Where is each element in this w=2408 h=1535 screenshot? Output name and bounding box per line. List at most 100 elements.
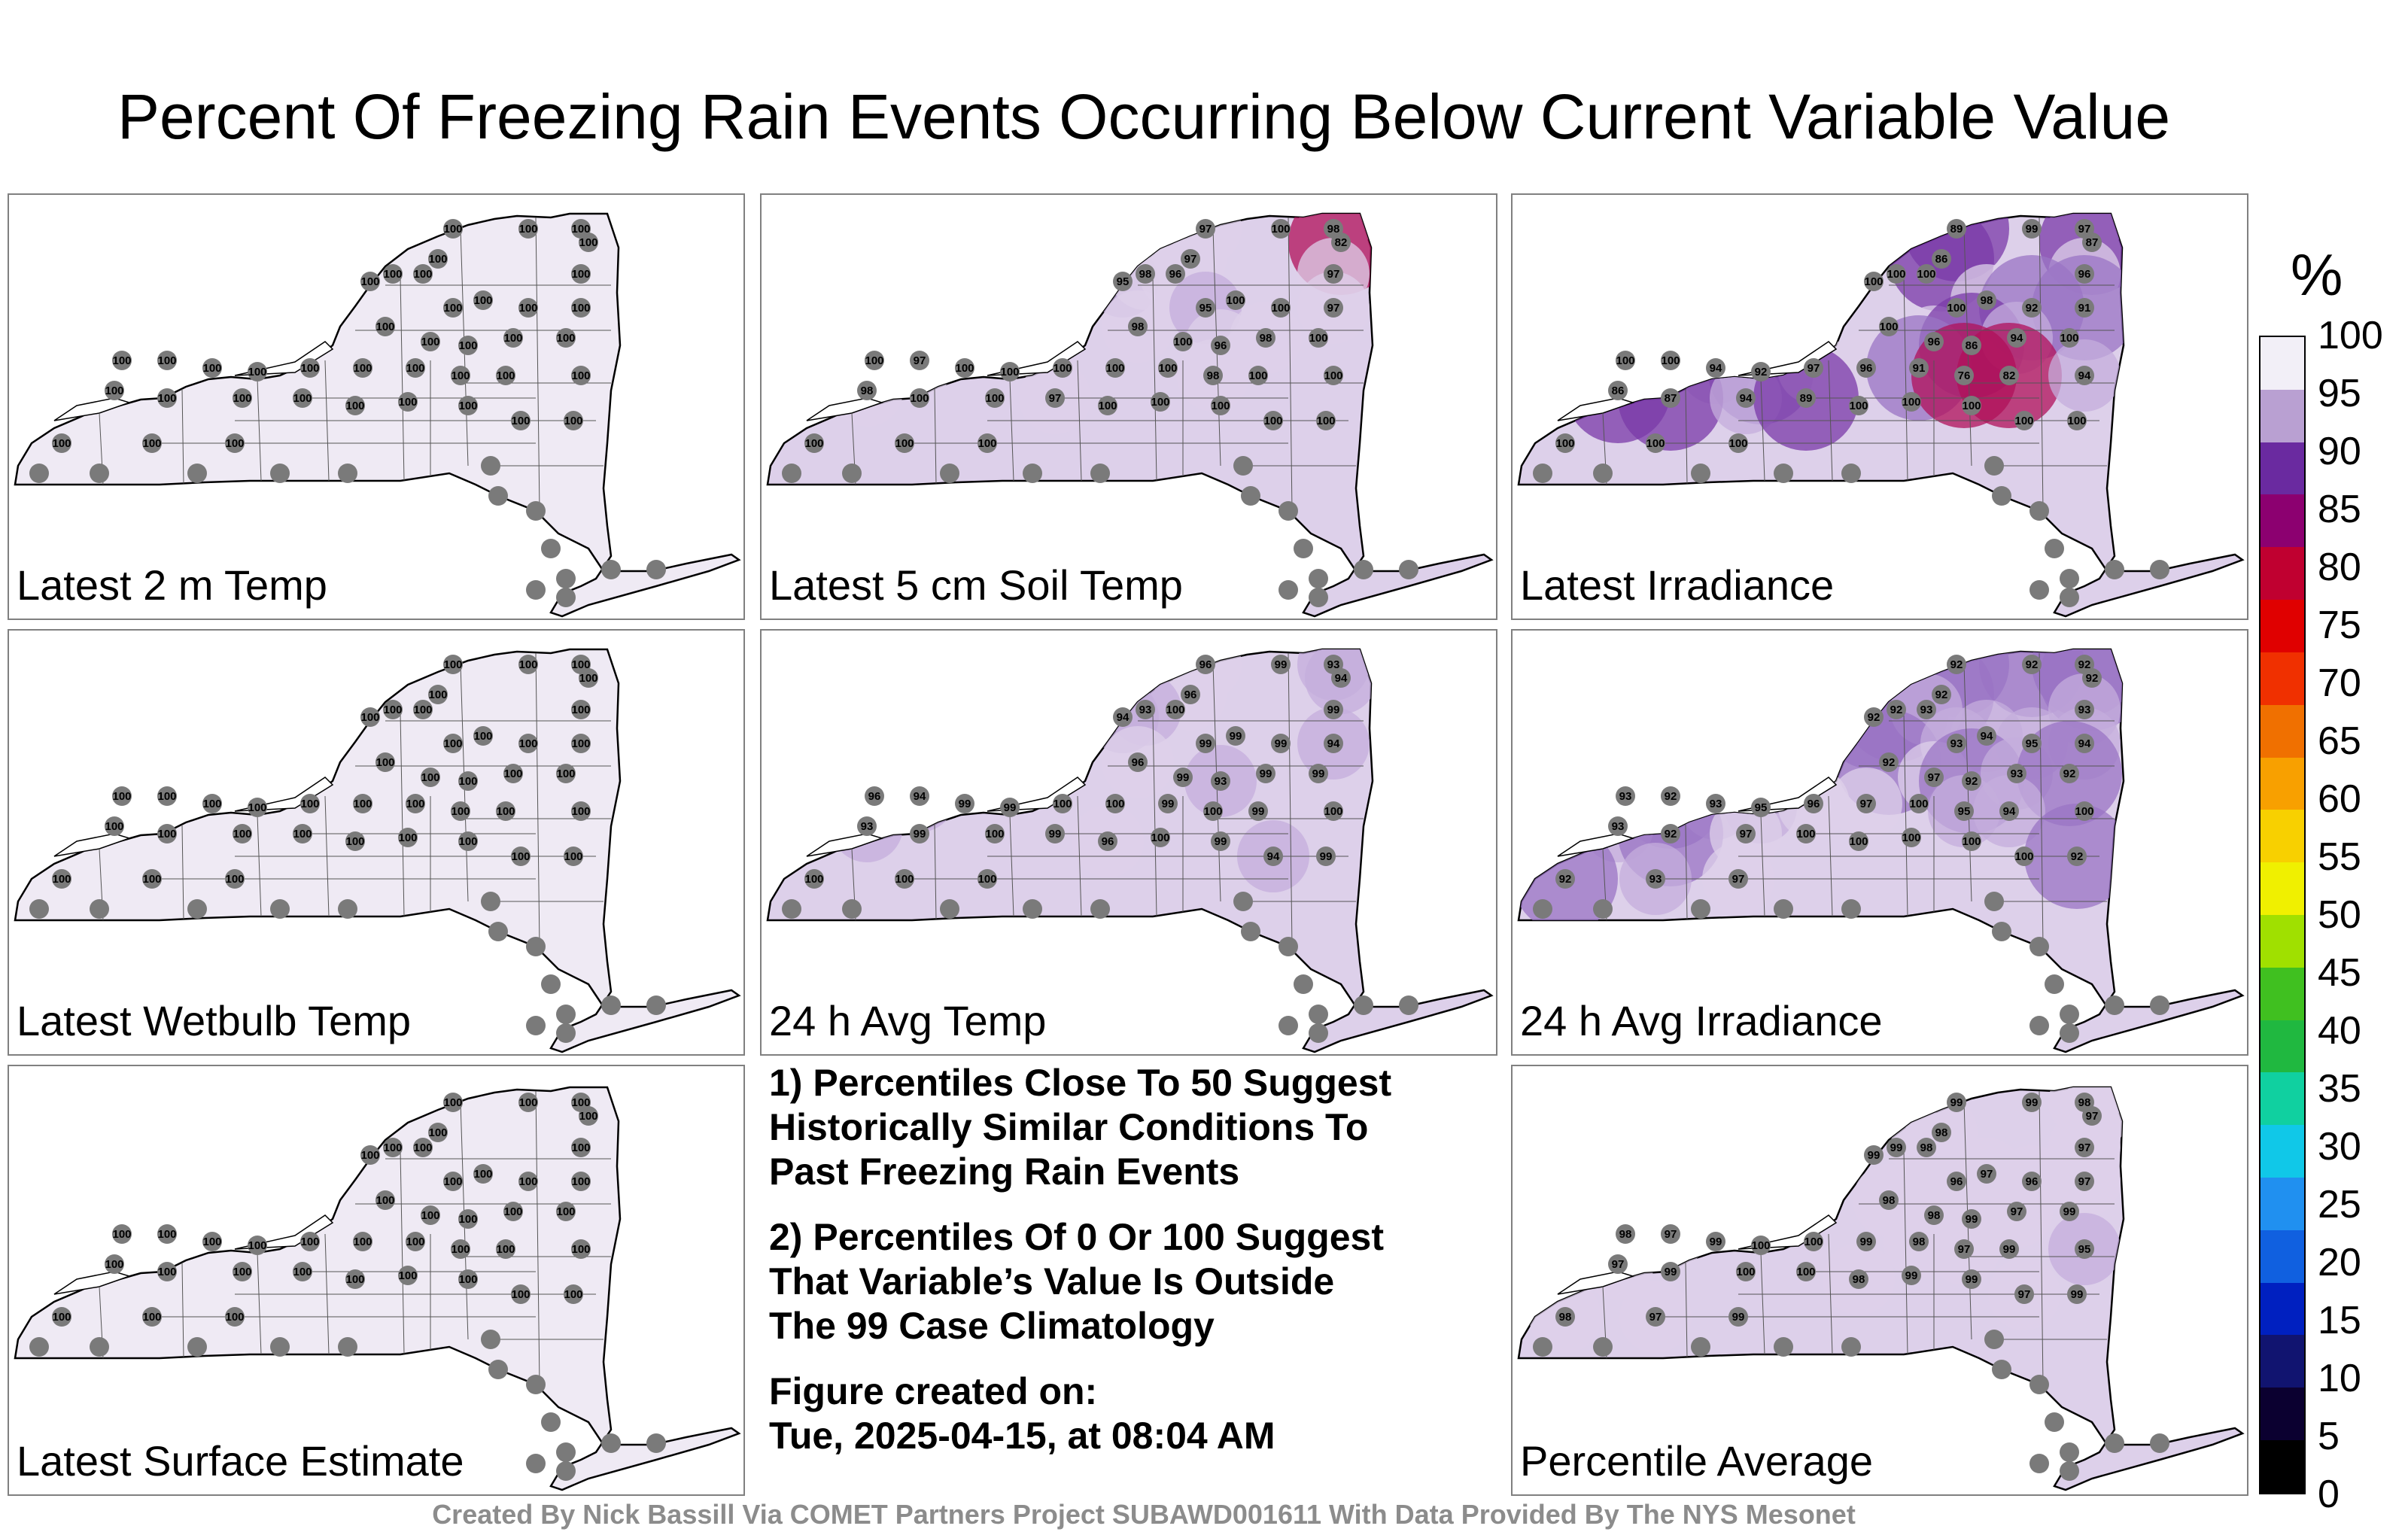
station-marker: [1196, 298, 1215, 318]
station-marker: [1902, 1266, 1921, 1285]
station-value: 98: [1913, 1236, 1926, 1248]
station-value: 93: [1950, 737, 1963, 750]
station-value: 100: [1917, 268, 1935, 281]
station-marker: [1196, 219, 1215, 239]
station-marker: [52, 869, 71, 889]
station-marker: [473, 290, 493, 310]
station-marker: [233, 824, 252, 843]
station-marker: [1661, 824, 1680, 843]
station-value: 100: [1616, 354, 1634, 367]
station-marker: [842, 464, 862, 483]
station-marker: [1962, 1269, 1981, 1289]
station-marker: [2014, 1284, 2034, 1304]
station-value: 86: [1935, 253, 1948, 266]
station-marker: [1045, 388, 1065, 408]
station-value: 100: [1158, 362, 1177, 375]
station-value: 100: [1661, 354, 1680, 367]
station-value: 99: [1966, 1213, 1978, 1226]
station-marker: [270, 1337, 290, 1357]
panel-label: Latest Surface Estimate: [17, 1437, 464, 1485]
station-value: 100: [248, 366, 266, 378]
station-value: 100: [496, 1243, 515, 1256]
station-marker: [1924, 332, 1944, 351]
station-value: 100: [398, 396, 417, 409]
station-marker: [202, 358, 222, 378]
station-marker: [1608, 816, 1628, 836]
station-value: 100: [804, 873, 823, 886]
station-value: 99: [1177, 771, 1190, 784]
station-value: 96: [1184, 688, 1197, 701]
station-marker: [360, 1145, 380, 1165]
station-marker: [1023, 464, 1042, 483]
station-value: 100: [52, 437, 71, 450]
station-value: 100: [1804, 1236, 1823, 1248]
lake: [234, 1214, 334, 1250]
station-marker: [1917, 264, 1936, 284]
county-border: [535, 1090, 540, 1385]
station-marker: [2060, 1442, 2079, 1462]
county-border: [1152, 713, 1157, 917]
station-marker: [375, 317, 395, 336]
station-marker: [233, 388, 252, 408]
colorbar-segment: [2261, 810, 2304, 863]
station-marker: [1962, 771, 1981, 791]
county-border: [257, 814, 262, 917]
station-marker: [556, 569, 576, 588]
station-value: 92: [1665, 828, 1677, 840]
station-marker: [1962, 831, 1981, 851]
station-marker: [1909, 794, 1929, 813]
station-marker: [375, 1190, 395, 1210]
station-marker: [1593, 1337, 1613, 1357]
station-marker: [1271, 734, 1291, 753]
station-marker: [1128, 317, 1148, 336]
station-value: 100: [556, 768, 575, 780]
station-marker: [977, 869, 997, 889]
lake: [987, 341, 1087, 376]
station-value: 97: [1049, 392, 1062, 405]
station-marker: [1045, 824, 1065, 843]
station-value: 97: [1860, 798, 1873, 810]
station-value: 96: [2078, 268, 2091, 281]
station-marker: [413, 264, 433, 284]
station-marker: [1932, 1123, 1951, 1142]
station-marker: [2022, 655, 2042, 674]
colorbar-segment: [2261, 337, 2304, 390]
station-marker: [496, 801, 515, 821]
station-marker: [1166, 264, 1185, 284]
station-marker: [1324, 264, 1343, 284]
station-value: 92: [2026, 658, 2039, 671]
lake: [53, 1271, 132, 1295]
station-marker: [1309, 328, 1328, 348]
colorbar-tick-label: 15: [2318, 1299, 2361, 1342]
station-marker: [398, 828, 418, 847]
station-marker: [1917, 1138, 1936, 1157]
station-value: 99: [1260, 768, 1272, 780]
station-marker: [2075, 264, 2094, 284]
station-value: 100: [977, 873, 996, 886]
station-value: 92: [2078, 658, 2091, 671]
station-marker: [556, 1023, 576, 1043]
station-value: 98: [1207, 369, 1220, 382]
county-border: [535, 217, 540, 512]
station-value: 100: [804, 437, 823, 450]
station-value: 98: [1928, 1209, 1941, 1222]
station-marker: [579, 1106, 598, 1126]
station-marker: [1533, 464, 1552, 483]
station-value: 100: [157, 392, 176, 405]
colorbar-tick-label: 0: [2318, 1473, 2340, 1516]
station-marker: [413, 700, 433, 719]
station-marker: [1954, 801, 1974, 821]
station-marker: [473, 1164, 493, 1184]
station-value: 99: [1905, 1269, 1918, 1282]
station-value: 98: [1559, 1311, 1572, 1324]
station-marker: [1879, 752, 1899, 772]
station-marker: [496, 366, 515, 385]
station-marker: [977, 433, 997, 453]
station-value: 100: [985, 392, 1004, 405]
station-value: 100: [353, 798, 372, 810]
station-value: 92: [2071, 850, 2084, 863]
station-marker: [571, 700, 591, 719]
colorbar-segment: [2261, 442, 2304, 495]
station-marker: [488, 486, 508, 506]
station-value: 100: [375, 321, 394, 333]
